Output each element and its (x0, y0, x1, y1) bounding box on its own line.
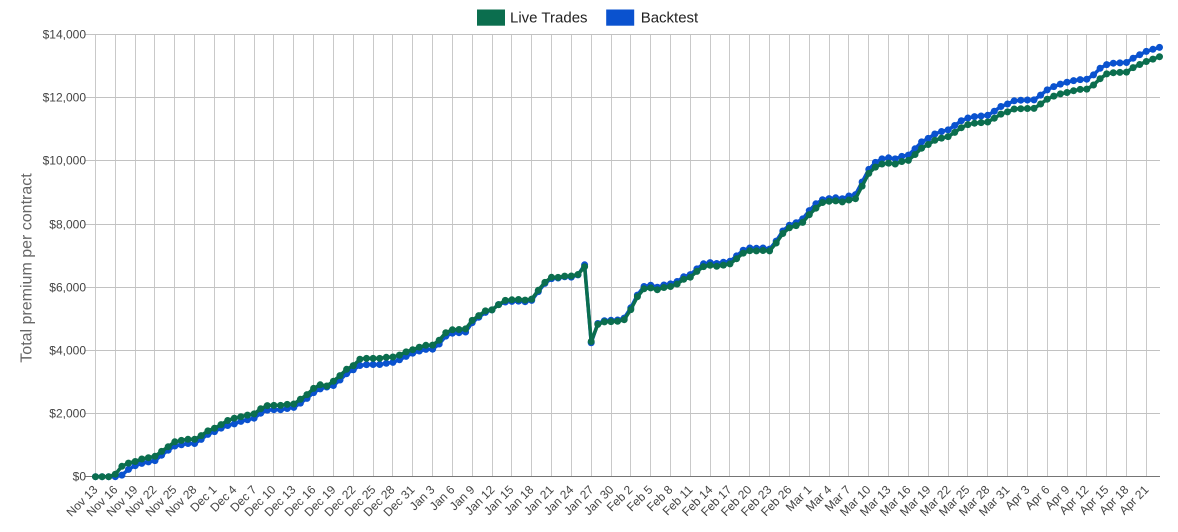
svg-text:$14,000: $14,000 (43, 28, 87, 42)
svg-text:$8,000: $8,000 (49, 218, 86, 232)
svg-text:$0: $0 (73, 470, 87, 484)
svg-text:Backtest: Backtest (641, 9, 699, 26)
svg-text:$2,000: $2,000 (49, 407, 86, 421)
svg-text:$10,000: $10,000 (43, 154, 87, 168)
svg-text:$4,000: $4,000 (49, 344, 86, 358)
svg-text:Total premium per contract: Total premium per contract (19, 173, 36, 363)
svg-text:$12,000: $12,000 (43, 91, 87, 105)
svg-text:Live Trades: Live Trades (510, 9, 588, 26)
svg-text:$6,000: $6,000 (49, 281, 86, 295)
